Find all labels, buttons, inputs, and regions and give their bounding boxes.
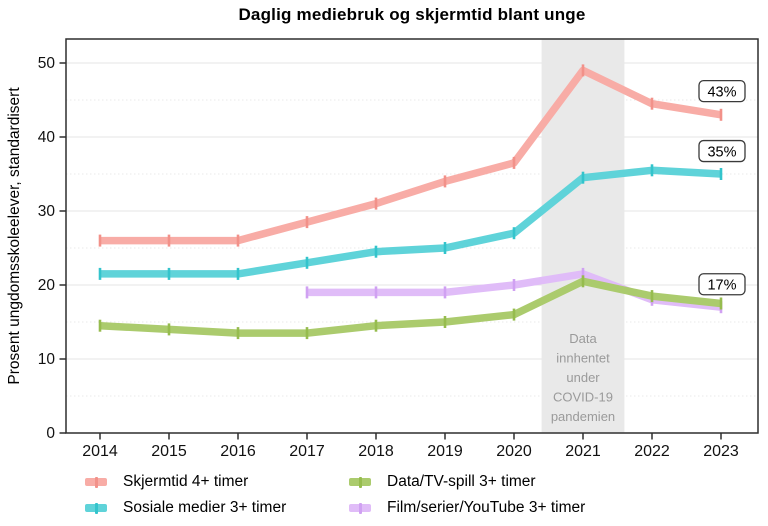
svg-text:35%: 35% <box>707 144 736 160</box>
legend-item-film-serier-youtube: Film/serier/YouTube 3+ timer <box>349 495 585 521</box>
covid-band-label-line: under <box>566 370 600 385</box>
x-tick-label: 2019 <box>427 443 463 460</box>
legend-key-sosiale-medier <box>85 502 107 514</box>
series-line-data-tv-spill-3-timer <box>98 275 723 340</box>
legend-column-1: Skjermtid 4+ timer Sosiale medier 3+ tim… <box>85 469 349 521</box>
x-tick-label: 2023 <box>703 443 739 460</box>
annotation-17: 17% <box>698 273 746 296</box>
y-tick-label: 10 <box>38 351 56 368</box>
covid-band-label-line: innhentet <box>556 351 610 366</box>
y-tick-label: 30 <box>38 203 56 220</box>
legend-label: Sosiale medier 3+ timer <box>123 499 287 516</box>
series-line-film-serier-youtube-3-timer <box>305 267 723 314</box>
covid-band-label-line: pandemien <box>551 409 615 424</box>
svg-text:17%: 17% <box>707 277 736 293</box>
y-axis: 0 10 20 30 40 50 <box>38 55 66 442</box>
legend-key-film-serier-youtube <box>349 502 371 514</box>
y-axis-title: Prosent ungdomsskoleelever, standardiser… <box>6 87 23 385</box>
svg-text:43%: 43% <box>707 84 736 100</box>
x-tick-label: 2016 <box>220 443 256 460</box>
covid-band-label-line: COVID-19 <box>553 390 613 405</box>
plot-panel-border <box>65 38 759 434</box>
y-tick-label: 50 <box>38 55 56 72</box>
x-tick-label: 2018 <box>358 443 394 460</box>
chart-canvas: Data innhentet under COVID-19 pandemien 0 10 20… <box>6 38 759 460</box>
y-tick-label: 0 <box>46 425 55 442</box>
annotation-35: 35% <box>698 139 746 163</box>
annotation-43: 43% <box>698 79 746 103</box>
series-line-skjermtid-4-timer <box>98 64 723 247</box>
legend-label: Film/serier/YouTube 3+ timer <box>387 499 586 516</box>
x-axis: 2014 2015 2016 2017 2018 2019 2020 2021 2022 2023 <box>82 433 739 460</box>
legend-key-skjermtid <box>85 476 107 488</box>
covid-band: Data innhentet under COVID-19 pandemien <box>541 39 625 433</box>
legend-key-data-tv-spill <box>349 476 371 488</box>
legend-item-sosiale-medier: Sosiale medier 3+ timer <box>85 495 349 521</box>
covid-band-label-line: Data <box>569 331 597 346</box>
x-tick-label: 2022 <box>634 443 670 460</box>
y-tick-label: 40 <box>38 129 56 146</box>
chart-title: Daglig mediebruk og skjermtid blant unge <box>238 5 586 24</box>
legend-item-skjermtid: Skjermtid 4+ timer <box>85 469 349 495</box>
x-tick-label: 2014 <box>82 443 118 460</box>
y-tick-label: 20 <box>38 277 56 294</box>
x-tick-label: 2021 <box>565 443 601 460</box>
x-tick-label: 2017 <box>289 443 325 460</box>
chart-legend: Skjermtid 4+ timer Sosiale medier 3+ tim… <box>85 469 585 521</box>
legend-label: Data/TV-spill 3+ timer <box>387 473 536 490</box>
legend-item-data-tv-spill: Data/TV-spill 3+ timer <box>349 469 585 495</box>
series-line-sosiale-medier-3-timer <box>98 164 723 280</box>
legend-label: Skjermtid 4+ timer <box>123 473 249 490</box>
x-tick-label: 2020 <box>496 443 532 460</box>
legend-column-2: Data/TV-spill 3+ timer Film/serier/YouTu… <box>349 469 585 521</box>
x-tick-label: 2015 <box>151 443 187 460</box>
